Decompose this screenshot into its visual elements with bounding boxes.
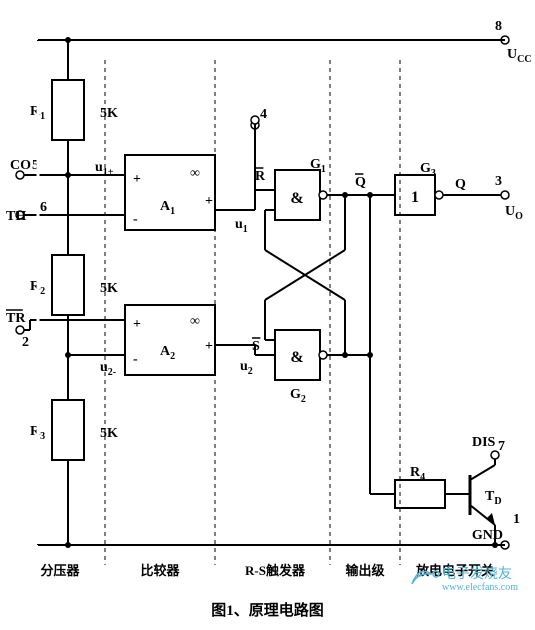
svg-text:+: + [133, 172, 141, 187]
svg-text:DIS: DIS [472, 435, 496, 450]
svg-text:TR: TR [6, 311, 26, 326]
svg-text:u2-: u2- [100, 360, 116, 378]
svg-text:图1、原理电路图: 图1、原理电路图 [211, 601, 324, 619]
svg-text:5K: 5K [100, 106, 118, 121]
svg-text:4: 4 [260, 107, 267, 122]
svg-text:∞: ∞ [190, 314, 200, 329]
svg-text:5K: 5K [100, 426, 118, 441]
svg-text:分压器: 分压器 [40, 563, 80, 578]
svg-text:Q: Q [355, 175, 366, 190]
svg-text:-: - [133, 352, 138, 367]
svg-text:A2: A2 [160, 344, 175, 362]
svg-text:TD: TD [485, 489, 502, 507]
svg-text:Q: Q [455, 177, 466, 192]
svg-text:UCC: UCC [507, 47, 532, 65]
svg-text:S: S [252, 339, 260, 354]
svg-text:1: 1 [513, 512, 520, 527]
svg-text:R: R [255, 169, 266, 184]
svg-text:3: 3 [495, 174, 502, 189]
svg-text:输出级: 输出级 [345, 563, 385, 578]
svg-text:R-S触发器: R-S触发器 [245, 563, 306, 578]
svg-text:+: + [205, 194, 213, 209]
svg-text:-: - [133, 212, 138, 227]
svg-text:+: + [133, 317, 141, 332]
svg-text:∞: ∞ [190, 166, 200, 181]
svg-text:&: & [290, 349, 303, 366]
svg-text:比较器: 比较器 [140, 563, 180, 578]
svg-text:G3: G3 [420, 161, 436, 179]
svg-text:GND: GND [472, 528, 503, 543]
svg-text:A1: A1 [160, 199, 175, 217]
svg-text:1: 1 [411, 189, 419, 206]
svg-text:UO: UO [505, 204, 523, 222]
svg-text:u1: u1 [235, 217, 248, 235]
svg-text:www.elecfans.com: www.elecfans.com [442, 582, 518, 593]
circuit-diagram: 8UCCR15KR25KR35K1GNDCO5u1+TH6∞+-+A1u1u2-… [0, 0, 535, 630]
svg-text:6: 6 [40, 200, 47, 215]
svg-text:G2: G2 [290, 387, 306, 405]
svg-text:TH: TH [6, 209, 26, 224]
svg-text:5K: 5K [100, 281, 118, 296]
svg-text:u2: u2 [240, 359, 253, 377]
svg-text:CO: CO [10, 158, 31, 173]
svg-text:&: & [290, 190, 303, 207]
svg-text:2: 2 [22, 335, 29, 350]
svg-text:7: 7 [498, 439, 505, 454]
svg-text:G1: G1 [310, 157, 326, 175]
svg-text:电子发烧友: 电子发烧友 [442, 566, 512, 582]
svg-text:+: + [205, 339, 213, 354]
svg-text:8: 8 [495, 19, 502, 34]
